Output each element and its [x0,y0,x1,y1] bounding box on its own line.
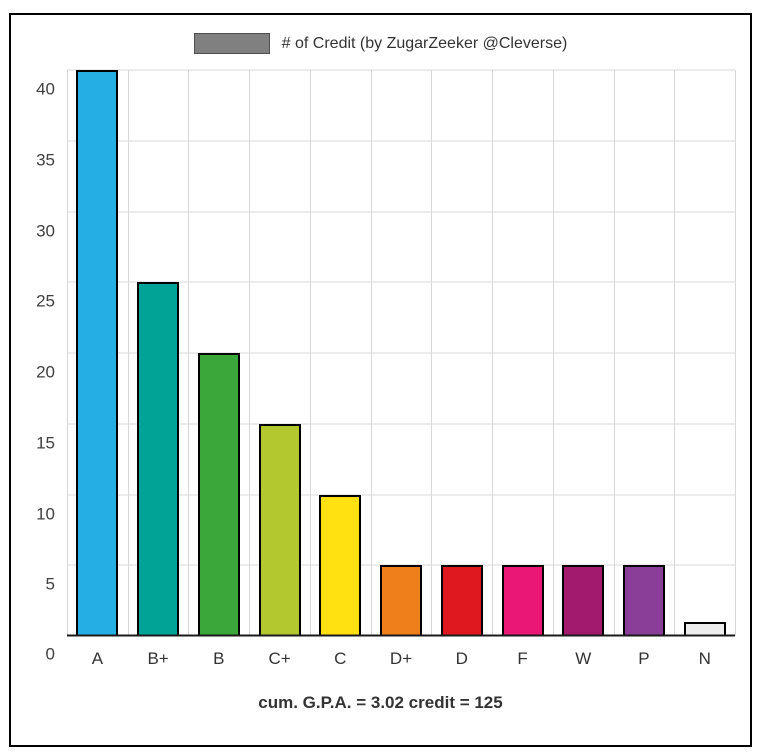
bar-column-C [310,70,371,636]
y-tick-label: 40 [36,79,55,99]
y-tick-label: 20 [36,362,55,382]
legend: # of Credit (by ZugarZeeker @Cleverse) [11,33,750,54]
horizontal-gridline: 10 [36,494,735,523]
bar-D [440,565,483,636]
x-axis-labels: A B+ B C+ C D+ D F W P N [67,649,735,669]
bar-C [319,494,362,636]
horizontal-gridline: 20 [36,352,735,382]
bar-column-F [492,70,553,636]
legend-swatch [193,33,270,54]
bar-column-P [614,70,675,636]
legend-label: # of Credit (by ZugarZeeker @Cleverse) [281,34,568,52]
x-tick-label-B: B [213,649,225,668]
y-tick-label: 25 [36,291,55,311]
bar-column-B [188,70,249,636]
x-tick-label-C: C [334,649,347,668]
y-tick-label: 35 [36,150,55,170]
bar-A [76,70,119,636]
x-tick-label-F: F [517,649,528,668]
x-tick-label-A: A [91,649,104,668]
x-tick-label-D+: D+ [389,649,413,668]
chart-frame: # of Credit (by ZugarZeeker @Cleverse) 0… [9,13,752,747]
y-tick-label: 30 [36,221,55,240]
horizontal-gridline: 30 [36,211,735,240]
y-tick-label: 5 [45,574,55,594]
vertical-gridline [735,70,736,636]
bar-column-D+ [371,70,432,636]
bars [67,70,735,636]
bar-P [622,565,665,636]
x-tick-label-N: N [698,649,711,668]
bar-column-C+ [249,70,310,636]
x-tick-label-C+: C+ [268,649,291,668]
bar-column-D [431,70,492,636]
x-tick-label-W: W [575,649,592,668]
bar-W [562,565,605,636]
x-axis-line: 0 [46,634,735,664]
y-tick-label: 10 [36,504,55,523]
plot-area: 0 5 10 15 20 25 30 35 40 [36,69,736,664]
y-tick-label: 15 [36,433,55,453]
horizontal-gridline: 25 [36,281,735,311]
x-tick-label-D: D [455,649,468,668]
y-tick-label: 0 [45,644,55,664]
x-tick-label-B+: B+ [147,649,169,668]
bar-column-N [674,70,735,636]
bar-B [197,353,240,636]
bar-B+ [137,282,180,636]
bar-column-A [67,70,128,636]
horizontal-gridline: 15 [36,423,735,452]
horizontal-gridline: 40 [36,69,735,99]
bar-column-B+ [128,70,189,636]
bar-column-W [553,70,614,636]
bar-C+ [258,423,301,636]
horizontal-gridline: 35 [36,140,735,169]
caption: cum. G.P.A. = 3.02 credit = 125 [258,693,503,712]
bar-N [683,621,726,636]
bar-D+ [380,565,423,636]
bar-F [501,565,544,636]
x-tick-label-P: P [638,649,650,668]
